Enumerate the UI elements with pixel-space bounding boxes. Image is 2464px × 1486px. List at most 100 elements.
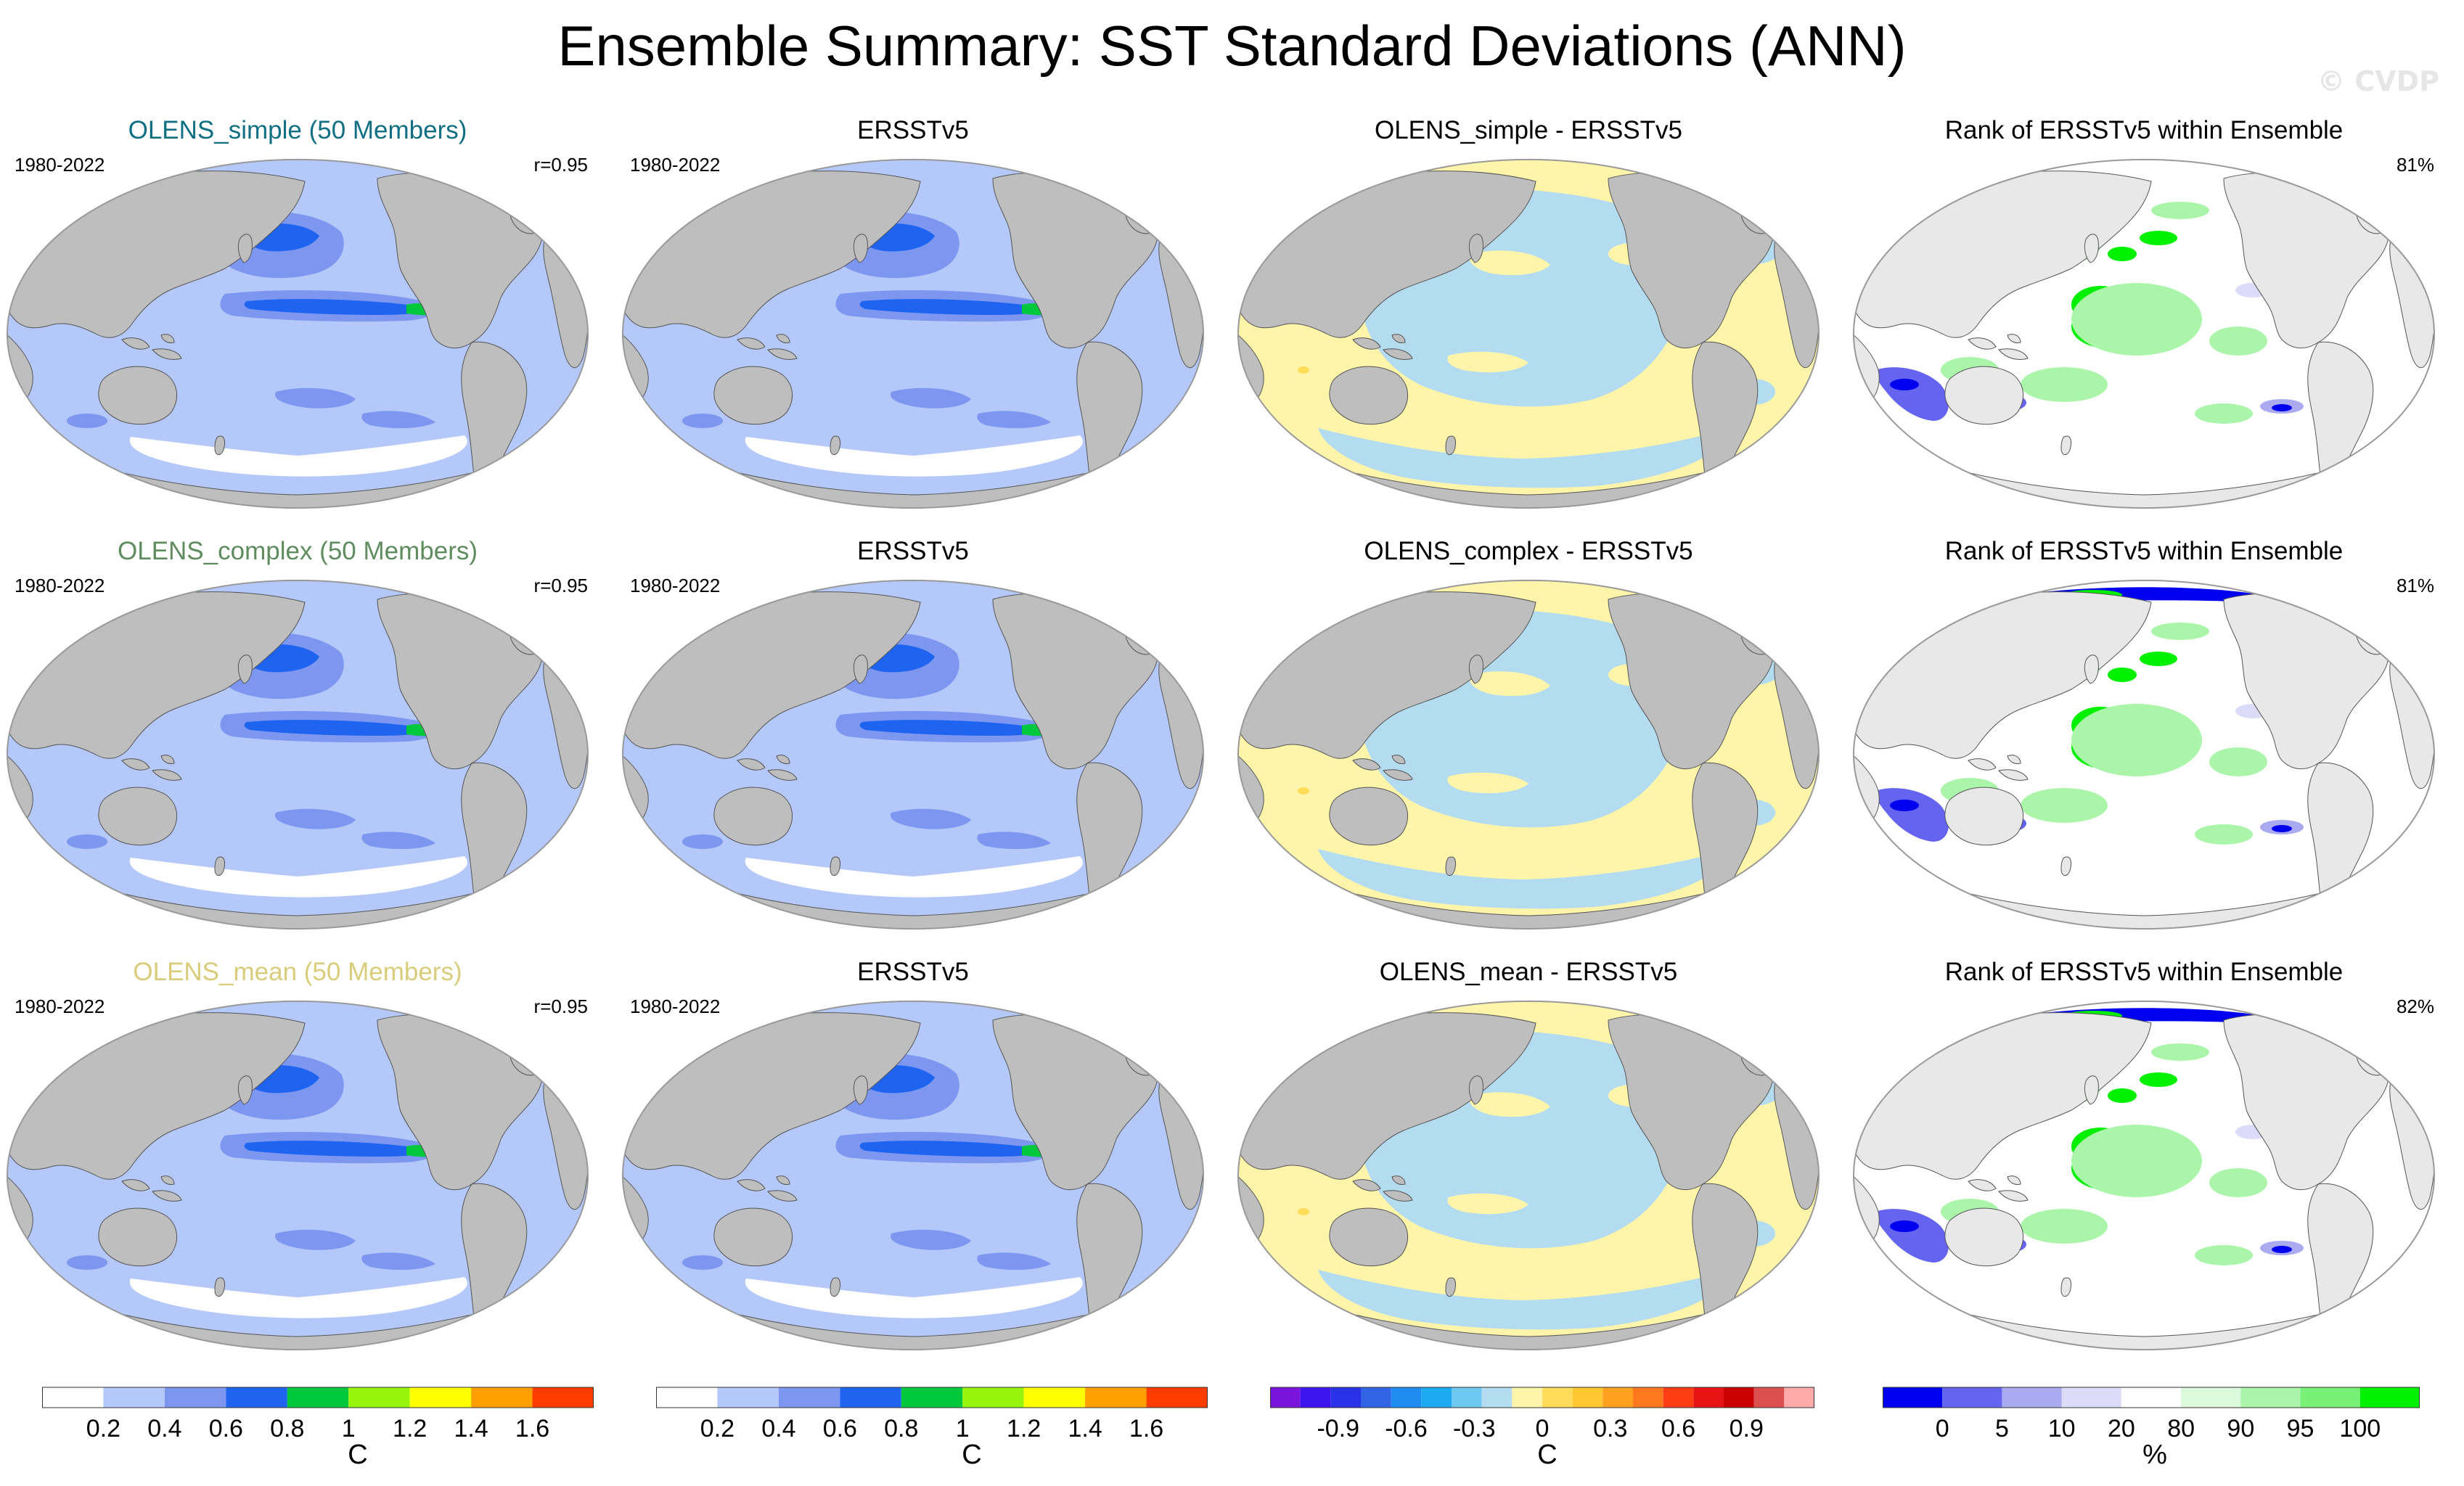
landmass (1352, 1179, 1381, 1191)
rank-map (1846, 573, 2442, 940)
colorbar-tick-label: 0.3 (1593, 1415, 1627, 1442)
map-border (6, 159, 589, 509)
elevated-rank-patch (2071, 283, 2202, 356)
elevated-rank-patch (2195, 1245, 2253, 1265)
map-border (6, 1001, 589, 1350)
high-rank-patch (2108, 247, 2137, 261)
colorbar-tick-label: 1 (342, 1415, 356, 1442)
southern-ocean-patch (361, 832, 435, 850)
landmass (1391, 1175, 1406, 1185)
indian-ocean-patch (682, 834, 723, 849)
panel-model-row3: OLENS_mean (50 Members) 1980-2022 r=0.95 (0, 958, 595, 1364)
colorbar-swatch (2240, 1387, 2301, 1408)
colorbar-swatch (1942, 1387, 2002, 1408)
panel-diff-row3: OLENS_mean - ERSSTv5 (1231, 958, 1826, 1364)
colorbar-tick-label: 0.8 (270, 1415, 304, 1442)
colorbar-tick-label: 80 (2167, 1415, 2195, 1442)
southern-negative (1318, 849, 1732, 909)
landmass (713, 1207, 793, 1267)
colorbar-swatch (1512, 1387, 1542, 1408)
landmass (737, 1179, 766, 1191)
southern-negative (1318, 428, 1732, 488)
landmass (1968, 758, 1997, 771)
colorbar-tick-label: 0 (1936, 1415, 1949, 1442)
indian-ocean-patch (67, 1255, 107, 1270)
south-pacific-patch (891, 1229, 971, 1250)
landmass (2084, 234, 2099, 263)
landmass (2060, 435, 2072, 455)
colorbar-swatch (840, 1387, 901, 1408)
landmass (1352, 758, 1381, 771)
landmass (737, 337, 766, 350)
positive-spot (1298, 366, 1309, 374)
landmass (121, 1179, 150, 1191)
colorbar-swatch (656, 1387, 718, 1408)
landmass (1329, 787, 1409, 846)
high-rank-patch (2140, 231, 2177, 245)
colorbar-swatch (103, 1387, 165, 1408)
colorbar-tick-label: 1.2 (1007, 1415, 1041, 1442)
colorbar-swatch (1883, 1387, 1943, 1408)
sea-ice-zone (129, 435, 467, 477)
colorbar-tick-label: 0.6 (823, 1415, 857, 1442)
landmass (160, 334, 175, 343)
map-content (1853, 580, 2435, 929)
map-border (1852, 159, 2436, 509)
landmass (2084, 654, 2099, 684)
panel-title: OLENS_simple - ERSSTv5 (1374, 116, 1683, 144)
lowest-rank-patch (1890, 800, 1919, 811)
landmass (1329, 1207, 1409, 1267)
colorbar-tick-label: 0.4 (761, 1415, 795, 1442)
landmass (121, 758, 150, 771)
south-pacific-positive (1447, 351, 1528, 373)
colorbar-swatch (1693, 1387, 1724, 1408)
landmass (1468, 1075, 1483, 1105)
colorbar-swatch (2002, 1387, 2062, 1408)
equatorial-core (244, 1141, 428, 1157)
positive-spot (1298, 787, 1309, 795)
colorbar-unit: % (2142, 1440, 2167, 1470)
landmass (1968, 1179, 1997, 1191)
colorbar-swatch (532, 1387, 594, 1408)
elevated-rank-patch (2151, 623, 2209, 640)
landmass (830, 435, 841, 455)
elevated-rank-patch (2195, 403, 2253, 424)
colorbar-swatch (1361, 1387, 1391, 1408)
landmass (1391, 334, 1406, 343)
lowest-rank-patch (1890, 1220, 1919, 1232)
elevated-rank-patch (2195, 824, 2253, 845)
colorbar-tick-label: 90 (2227, 1415, 2254, 1442)
rank-map (1846, 152, 2442, 519)
panel-rank-row3: Rank of ERSSTv5 within Ensemble 82% (1846, 958, 2442, 1364)
southern-negative (1318, 1270, 1732, 1330)
colorbar-rank: 0 5 10 20 80 90 95 100 % (1883, 1386, 2420, 1480)
rank-percent: 81% (2396, 154, 2434, 176)
pattern-correlation: r=0.95 (533, 575, 588, 596)
landmass (2007, 334, 2021, 343)
landmass (237, 1075, 253, 1105)
sst-std-map (615, 994, 1211, 1360)
landmass (214, 1277, 226, 1297)
colorbar-tick-label: 0 (1536, 1415, 1550, 1442)
landmass (767, 769, 798, 781)
colorbar-swatch (1603, 1387, 1633, 1408)
colorbar-swatch (1481, 1387, 1513, 1408)
figure-title: Ensemble Summary: SST Standard Deviation… (557, 14, 1907, 78)
colorbar-swatch (1663, 1387, 1694, 1408)
colorbar-tick-label: 0.8 (884, 1415, 918, 1442)
landmass (2007, 1175, 2021, 1185)
colorbar-swatch (1391, 1387, 1422, 1408)
landmass (237, 654, 253, 684)
pacific-positive (1469, 250, 1550, 276)
colorbar-tick-label: 1.6 (1129, 1415, 1163, 1442)
colorbar-tick-label: 0.4 (147, 1415, 181, 1442)
elevated-rank-patch (2209, 327, 2267, 356)
elevated-rank-patch (2209, 1168, 2267, 1197)
map-border (6, 580, 589, 929)
colorbar-tick-label: 0.6 (1661, 1415, 1695, 1442)
southern-ocean-patch (361, 1252, 435, 1271)
map-border (1237, 580, 1820, 929)
high-rank-patch (2140, 1072, 2177, 1087)
equatorial-core (859, 1141, 1044, 1157)
rank-percent: 81% (2396, 575, 2434, 596)
